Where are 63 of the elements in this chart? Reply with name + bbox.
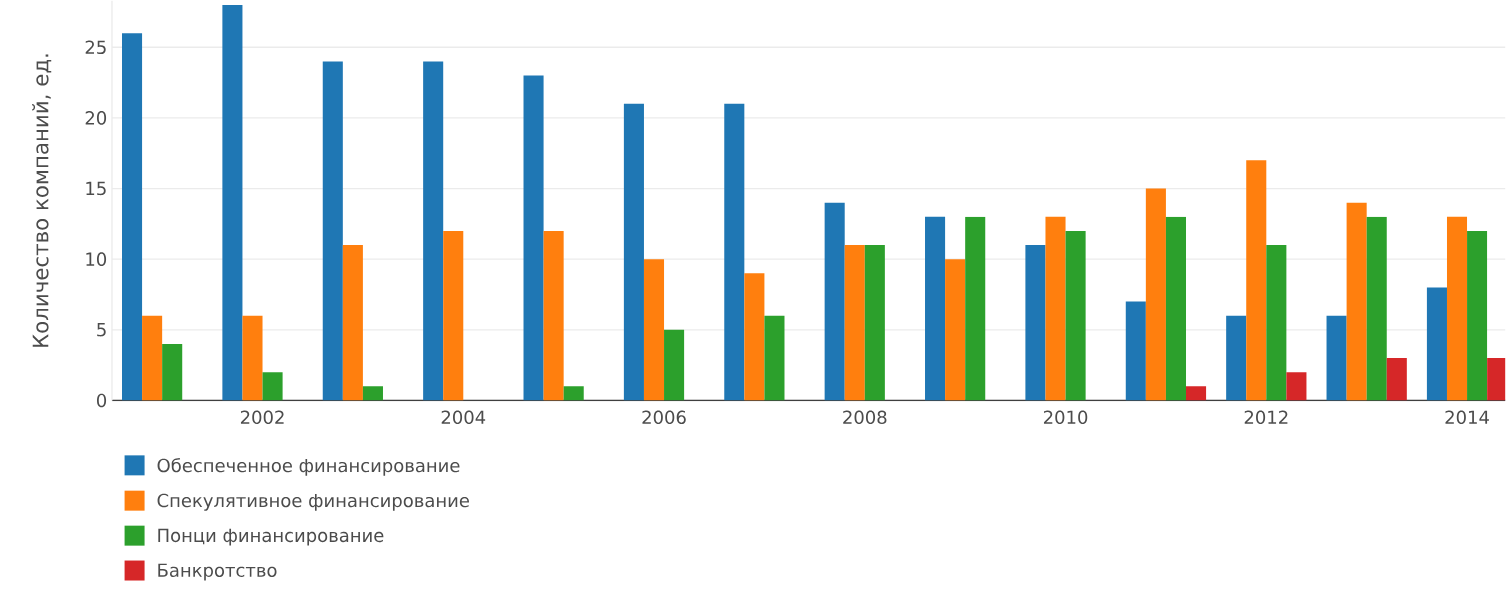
bar <box>1165 216 1186 401</box>
y-axis-title: Количество компаний, ед. <box>32 54 52 347</box>
legend-label: Понци финансирование <box>158 528 384 546</box>
bar <box>1025 244 1046 401</box>
y-tick-label: 25 <box>85 40 106 54</box>
y-tick-label: 20 <box>85 110 107 125</box>
bar <box>322 61 343 401</box>
y-tick-label: 10 <box>86 252 107 266</box>
bar <box>122 32 143 401</box>
bar <box>1446 216 1468 401</box>
legend-label: Банкротство <box>158 563 277 581</box>
bar <box>945 259 966 401</box>
bar <box>764 315 785 401</box>
bar <box>643 259 665 401</box>
bar <box>844 244 865 401</box>
bar <box>744 273 765 401</box>
bar <box>724 103 745 401</box>
bar <box>664 329 685 401</box>
legend-label: Обеспеченное финансирование <box>157 457 460 476</box>
x-tick-label: 2014 <box>1445 410 1489 424</box>
bar <box>1386 357 1407 401</box>
bar <box>423 61 444 401</box>
bar <box>1487 357 1506 401</box>
bar <box>1326 315 1347 401</box>
bar <box>1065 230 1086 401</box>
legend-label: Спекулятивное финансирование <box>157 493 469 511</box>
bar <box>1186 386 1207 401</box>
bar <box>563 386 584 401</box>
bar <box>1246 160 1267 401</box>
bar <box>623 103 644 401</box>
bar <box>142 315 163 401</box>
bar <box>1426 287 1447 401</box>
bar <box>1045 216 1066 401</box>
bar <box>242 315 263 401</box>
bar <box>1266 244 1287 401</box>
bar <box>543 230 564 401</box>
bar <box>523 75 544 401</box>
bar <box>824 202 845 401</box>
bar <box>925 216 946 401</box>
bar <box>864 244 885 401</box>
x-tick-label: 2008 <box>843 410 887 424</box>
x-tick-label: 2006 <box>642 410 686 424</box>
bar <box>1145 188 1166 401</box>
x-tick-label: 2002 <box>240 410 284 424</box>
bar <box>342 244 363 401</box>
bar <box>1286 372 1307 401</box>
y-tick-label: 0 <box>97 393 107 408</box>
x-tick-label: 2010 <box>1043 410 1088 424</box>
y-tick-label: 15 <box>86 181 106 196</box>
x-tick-label: 2004 <box>441 410 486 424</box>
bar <box>1226 315 1247 401</box>
y-tick-label: 5 <box>97 322 106 337</box>
bar <box>443 230 464 401</box>
bar <box>1366 216 1387 401</box>
bar <box>262 372 283 401</box>
bar <box>162 343 183 401</box>
bar <box>1346 202 1367 401</box>
bar <box>1467 230 1488 401</box>
bar <box>362 386 383 401</box>
bar <box>965 216 986 401</box>
bar <box>1125 301 1146 401</box>
bar <box>222 4 243 401</box>
x-tick-label: 2012 <box>1244 410 1288 424</box>
